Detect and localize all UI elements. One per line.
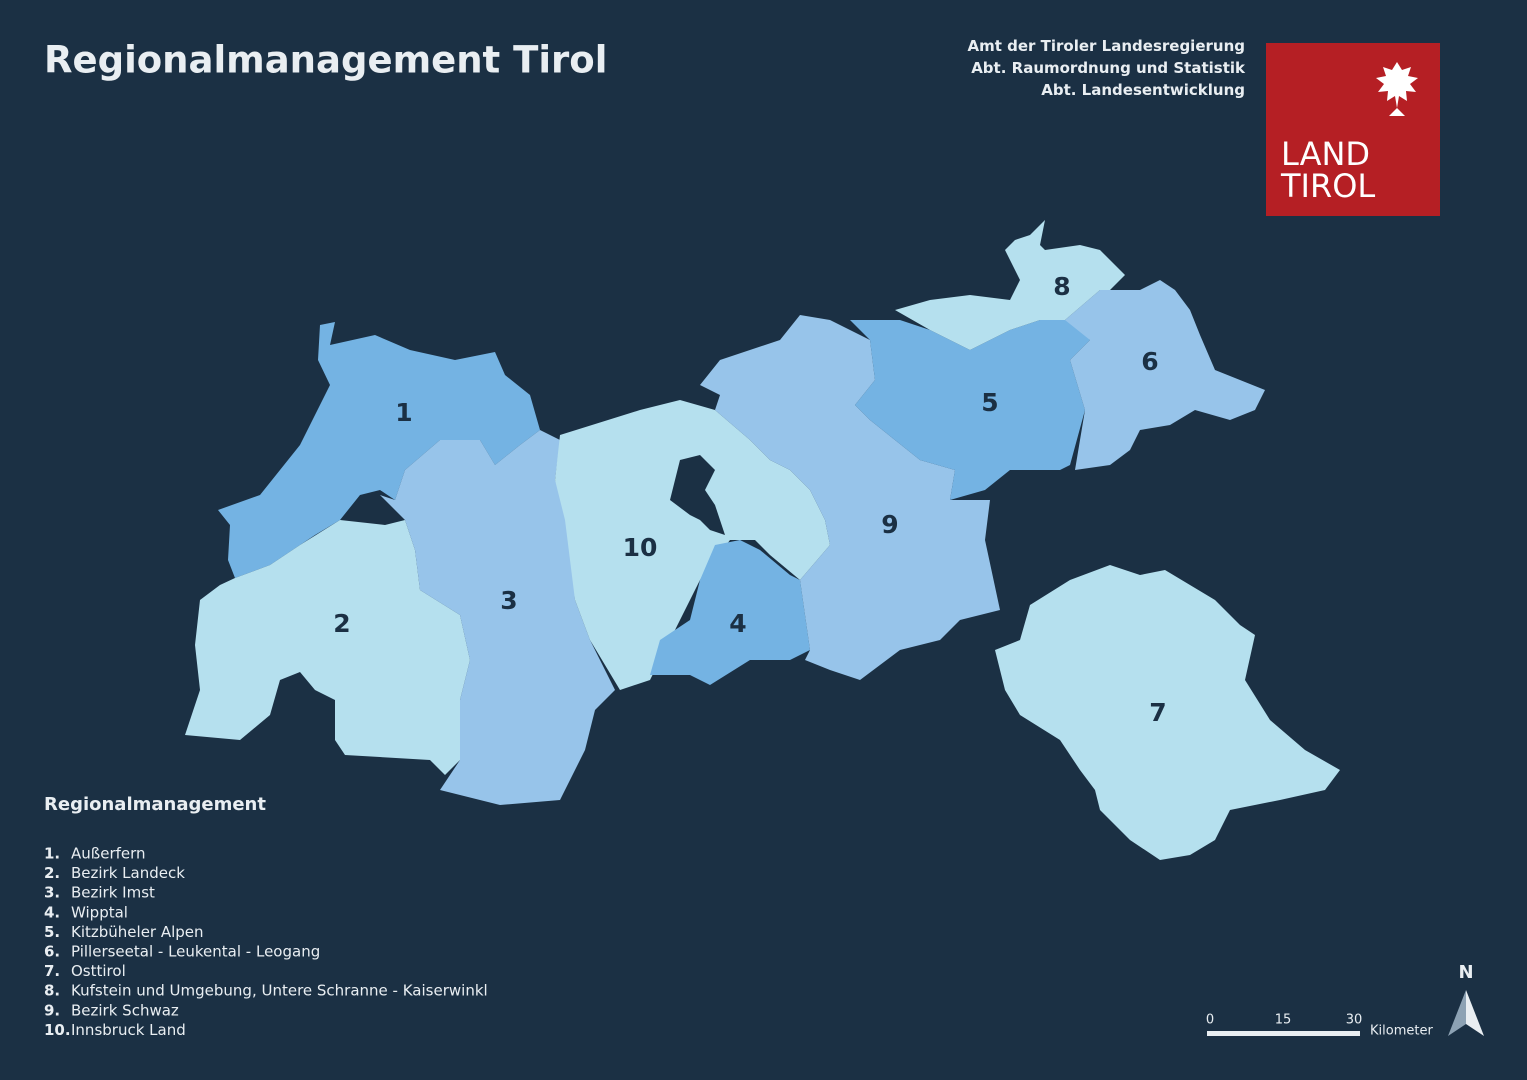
scale-label: 30: [1346, 1013, 1363, 1028]
legend-name: Osttirol: [71, 962, 126, 980]
legend-name: Innsbruck Land: [71, 1021, 186, 1039]
legend-number: 9.: [44, 1001, 60, 1019]
region-label: 9: [881, 510, 898, 539]
region: [555, 400, 830, 690]
north-arrow-right: [1466, 990, 1484, 1036]
legend-name: Bezirk Schwaz: [71, 1001, 179, 1019]
logo-text: TIROL: [1280, 167, 1375, 205]
scale-line: [1207, 1031, 1360, 1036]
legend-name: Wipptal: [71, 903, 128, 921]
region: [380, 430, 615, 805]
legend-name: Außerfern: [71, 845, 146, 863]
legend-name: Pillerseetal - Leukental - Leogang: [71, 943, 320, 961]
agency-line: Abt. Landesentwicklung: [1041, 81, 1245, 99]
region-label: 8: [1053, 272, 1070, 301]
scale-label: 15: [1275, 1013, 1292, 1028]
legend-number: 3.: [44, 884, 60, 902]
region-label: 6: [1141, 347, 1158, 376]
legend-number: 2.: [44, 864, 60, 882]
agency-line: Abt. Raumordnung und Statistik: [971, 59, 1246, 77]
region-label: 2: [333, 609, 350, 638]
legend-name: Kitzbüheler Alpen: [71, 923, 204, 941]
scale-unit: Kilometer: [1370, 1024, 1433, 1039]
region-label: 5: [981, 388, 998, 417]
regions: [185, 220, 1340, 860]
logo-eagle: [1376, 62, 1418, 121]
region: [650, 540, 810, 685]
innsbruck-enclave: [670, 455, 725, 535]
region: [185, 520, 470, 775]
legend-number: 4.: [44, 903, 60, 921]
legend-name: Kufstein und Umgebung, Untere Schranne -…: [71, 982, 488, 1000]
region-label: 7: [1149, 698, 1166, 727]
legend-number: 1.: [44, 845, 60, 863]
north-arrow-left: [1448, 990, 1466, 1036]
legend-number: 6.: [44, 943, 60, 961]
logo: LAND TIROL: [1266, 43, 1440, 216]
title: Regionalmanagement Tirol: [44, 39, 607, 82]
legend-number: 8.: [44, 982, 60, 1000]
scale-label: 0: [1206, 1013, 1214, 1028]
legend-number: 7.: [44, 962, 60, 980]
logo-text: LAND: [1281, 135, 1370, 173]
north-arrow: N: [1448, 962, 1484, 1036]
region-label: 1: [395, 398, 412, 427]
north-label: N: [1458, 962, 1473, 983]
region: [850, 320, 1090, 500]
region-label: 10: [623, 533, 658, 562]
region-label: 3: [500, 586, 517, 615]
legend-title: Regionalmanagement: [44, 794, 266, 815]
region: [995, 565, 1340, 860]
legend-name: Bezirk Landeck: [71, 864, 185, 882]
region: [895, 220, 1125, 350]
scale-bar: 0 15 30 Kilometer: [1206, 1013, 1434, 1039]
legend-name: Bezirk Imst: [71, 884, 155, 902]
logo-box: [1266, 43, 1440, 216]
region-labels: 1 2 3 4 5 6 7 8 9 10: [333, 272, 1166, 727]
region: [1065, 280, 1265, 470]
agency-line: Amt der Tiroler Landesregierung: [968, 37, 1246, 55]
legend-number: 10.: [44, 1021, 71, 1039]
legend-number: 5.: [44, 923, 60, 941]
legend: 1. Außerfern 2. Bezirk Landeck 3. Bezirk Imst…: [44, 845, 488, 1039]
region: [700, 315, 1000, 680]
region-label: 4: [729, 609, 746, 638]
region: [218, 322, 540, 578]
